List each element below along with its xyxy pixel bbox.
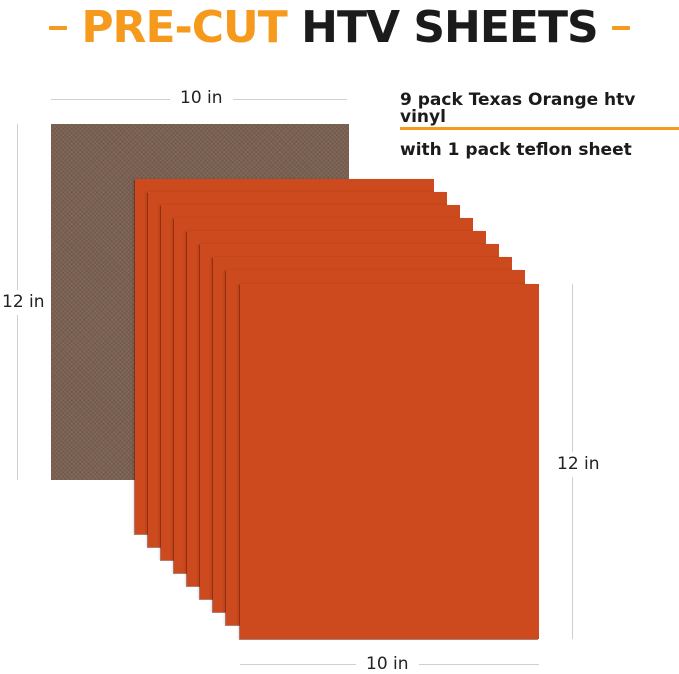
- info-underline: [400, 127, 679, 130]
- vinyl-width-label: 10 in: [356, 656, 419, 673]
- info-line-2: with 1 pack teflon sheet: [400, 140, 632, 160]
- title-dash-right: [611, 26, 630, 30]
- vinyl-sheet: [240, 284, 539, 639]
- title-main: HTV SHEETS: [301, 2, 599, 53]
- page-title: PRE-CUT HTV SHEETS: [0, 0, 679, 56]
- product-info: 9 pack Texas Orange htv vinyl with 1 pac…: [400, 92, 679, 159]
- title-accent: PRE-CUT: [81, 2, 287, 53]
- info-line-1: 9 pack Texas Orange htv vinyl: [400, 92, 679, 130]
- info-line-1-text: 9 pack Texas Orange htv vinyl: [400, 90, 636, 127]
- title-dash-left: [49, 26, 68, 30]
- teflon-width-label: 10 in: [170, 90, 233, 107]
- title-text: PRE-CUT HTV SHEETS: [81, 6, 598, 50]
- teflon-height-label: 12 in: [0, 290, 47, 315]
- vinyl-height-label: 12 in: [555, 452, 602, 477]
